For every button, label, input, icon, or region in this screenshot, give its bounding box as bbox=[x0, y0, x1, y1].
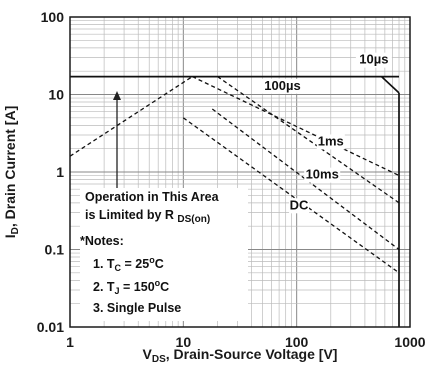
annotation-arrow bbox=[113, 91, 121, 193]
series-line-10ms bbox=[211, 108, 400, 251]
arrow-head bbox=[113, 91, 121, 100]
plot-border bbox=[69, 16, 411, 328]
notes-box bbox=[80, 188, 248, 321]
y-tick-label: 100 bbox=[41, 9, 65, 25]
x-tick-label: 1000 bbox=[394, 334, 425, 350]
curve-label-bg-10-s bbox=[355, 52, 392, 68]
y-tick-label: 1 bbox=[56, 164, 64, 180]
curve-label-dc: DC bbox=[290, 197, 309, 212]
area-note-line2: is Limited by R DS(on) bbox=[85, 208, 210, 225]
note-2: 2. TJ = 150oC bbox=[93, 278, 169, 296]
curve-label-bg-dc bbox=[289, 198, 310, 214]
curve-label-10-s: 10µs bbox=[359, 52, 388, 67]
curve-label-bg-10ms bbox=[304, 167, 341, 183]
curve-labels: 10µs 100µs 1ms 10ms DC bbox=[260, 52, 392, 214]
curve-label-10ms: 10ms bbox=[306, 167, 339, 182]
note-3: 3. Single Pulse bbox=[93, 301, 181, 315]
series-line-100-s bbox=[192, 76, 400, 177]
area-note-line1: Operation in This Area bbox=[85, 190, 220, 204]
x-tick-labels: 1 10 100 1000 bbox=[66, 334, 426, 350]
y-axis-title: ID, Drain Current [A] bbox=[2, 106, 21, 238]
notes-title: *Notes: bbox=[80, 234, 124, 248]
y-tick-label: 0.01 bbox=[37, 319, 64, 335]
rdson-subscript: DS(on) bbox=[177, 214, 210, 225]
series-line-dc bbox=[182, 117, 400, 274]
x-tick-label: 1 bbox=[66, 334, 74, 350]
x-tick-label: 100 bbox=[285, 334, 309, 350]
limit-line-rds-on-limit bbox=[69, 76, 193, 157]
curve-label-bg-1ms bbox=[316, 134, 345, 150]
x-axis-title: VDS, Drain-Source Voltage [V] bbox=[143, 346, 338, 365]
x-tick-label: 10 bbox=[176, 334, 192, 350]
curve-label-bg-100-s bbox=[260, 78, 305, 94]
curve-label-1ms: 1ms bbox=[318, 133, 344, 148]
curve-label-100-s: 100µs bbox=[264, 78, 300, 93]
curves bbox=[69, 75, 400, 327]
y-tick-label: 0.1 bbox=[45, 242, 65, 258]
note-1: 1. TC = 25oC bbox=[93, 255, 164, 273]
series-line-1ms bbox=[217, 76, 400, 204]
series-line-10-s bbox=[380, 75, 400, 94]
y-tick-labels: 100 10 1 0.1 0.01 bbox=[37, 9, 64, 335]
y-tick-label: 10 bbox=[48, 87, 64, 103]
